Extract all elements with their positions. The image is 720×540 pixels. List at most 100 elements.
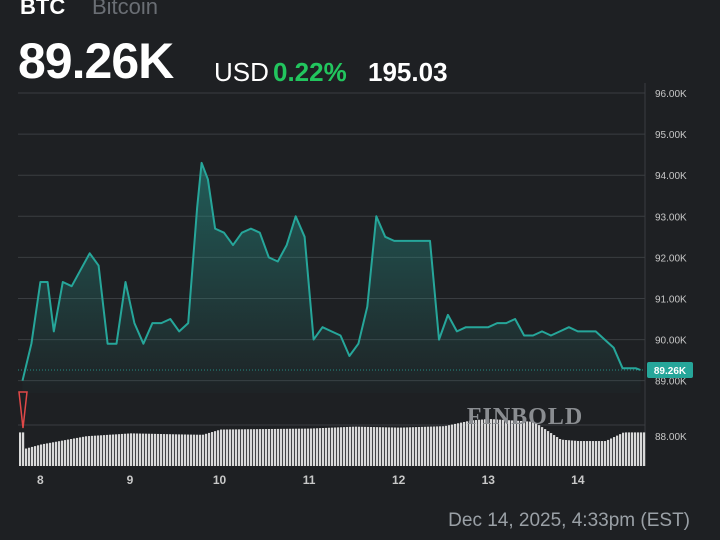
y-tick-label: 92.00K bbox=[655, 253, 687, 264]
volume-bar bbox=[22, 432, 25, 466]
volume-bar bbox=[154, 433, 157, 466]
volume-bar bbox=[88, 436, 91, 466]
volume-bar bbox=[631, 432, 634, 466]
volume-bar bbox=[445, 425, 448, 466]
volume-bar bbox=[421, 426, 424, 466]
volume-bar bbox=[559, 439, 562, 466]
x-tick-label: 9 bbox=[127, 473, 134, 487]
volume-bar bbox=[598, 441, 601, 466]
volume-bar bbox=[322, 428, 325, 466]
volume-bar bbox=[67, 439, 70, 466]
x-tick-label: 11 bbox=[303, 473, 316, 487]
volume-bar bbox=[490, 419, 493, 466]
volume-bar bbox=[220, 429, 223, 466]
volume-bar bbox=[52, 442, 55, 466]
volume-bar bbox=[595, 441, 598, 466]
volume-bar bbox=[337, 427, 340, 466]
volume-bar bbox=[592, 441, 595, 466]
volume-bar bbox=[64, 440, 67, 466]
x-tick-label: 10 bbox=[213, 473, 227, 487]
volume-bar bbox=[508, 420, 511, 466]
volume-bar bbox=[229, 429, 232, 466]
volume-bar bbox=[253, 429, 256, 466]
volume-bar bbox=[625, 432, 628, 466]
volume-bar bbox=[121, 433, 124, 466]
volume-bar bbox=[175, 434, 178, 466]
volume-bar bbox=[286, 428, 289, 466]
timestamp: Dec 14, 2025, 4:33pm (EST) bbox=[448, 510, 690, 531]
last-price-badge bbox=[647, 361, 693, 378]
volume-bar bbox=[31, 446, 34, 466]
volume-bar bbox=[442, 426, 445, 466]
volume-bar bbox=[550, 433, 553, 466]
volume-bar bbox=[463, 421, 466, 466]
volume-bar bbox=[151, 433, 154, 466]
y-tick-label: 91.00K bbox=[655, 294, 687, 305]
volume-bar bbox=[400, 427, 403, 466]
volume-bar bbox=[325, 427, 328, 466]
volume-bar bbox=[562, 439, 565, 466]
volume-bar bbox=[100, 435, 103, 466]
volume-bar bbox=[277, 428, 280, 466]
volume-bar bbox=[112, 434, 115, 466]
volume-bar bbox=[478, 419, 481, 466]
volume-bar bbox=[127, 433, 130, 466]
volume-bar bbox=[514, 420, 517, 466]
volume-bar bbox=[406, 427, 409, 466]
volume-bar bbox=[76, 437, 79, 466]
volume-bar bbox=[181, 434, 184, 466]
volume-bar bbox=[409, 427, 412, 466]
volume-bar bbox=[613, 437, 616, 466]
volume-bar bbox=[115, 434, 118, 466]
volume-bar bbox=[292, 428, 295, 466]
volume-bar bbox=[553, 435, 556, 466]
volume-bar bbox=[634, 432, 637, 466]
volume-bar bbox=[472, 420, 475, 466]
volume-bar bbox=[289, 428, 292, 466]
volume-bar bbox=[520, 421, 523, 466]
volume-bar bbox=[244, 429, 247, 466]
volume-bar bbox=[529, 421, 532, 466]
volume-bar bbox=[79, 437, 82, 466]
volume-bar bbox=[379, 427, 382, 466]
volume-bar bbox=[43, 443, 46, 466]
volume-bar bbox=[385, 427, 388, 466]
y-tick-label: 88.00K bbox=[655, 432, 687, 443]
volume-bar bbox=[526, 421, 529, 466]
volume-bar bbox=[118, 434, 121, 466]
volume-bar bbox=[541, 427, 544, 466]
volume-bar bbox=[262, 429, 265, 466]
volume-bar bbox=[214, 431, 217, 466]
volume-bar bbox=[643, 432, 646, 466]
volume-bar bbox=[544, 429, 547, 466]
volume-bar bbox=[142, 433, 145, 466]
volume-bar bbox=[547, 431, 550, 466]
volume-bar bbox=[346, 426, 349, 466]
volume-bar bbox=[271, 428, 274, 466]
volume-bar bbox=[568, 440, 571, 466]
volume-bar bbox=[637, 432, 640, 466]
volume-bar bbox=[457, 423, 460, 466]
volume-bar bbox=[583, 441, 586, 466]
volume-bar bbox=[439, 426, 442, 466]
volume-bar bbox=[205, 433, 208, 466]
volume-bar bbox=[499, 419, 502, 466]
volume-bar bbox=[502, 419, 505, 466]
volume-bar bbox=[517, 420, 520, 466]
volume-bar bbox=[307, 428, 310, 466]
volume-bar bbox=[157, 433, 160, 466]
volume-bar bbox=[94, 435, 97, 466]
volume-bar bbox=[184, 434, 187, 466]
volume-bar bbox=[436, 426, 439, 466]
y-tick-label: 90.00K bbox=[655, 336, 687, 347]
y-tick-label: 94.00K bbox=[655, 171, 687, 182]
volume-bar bbox=[73, 438, 76, 466]
volume-bar bbox=[640, 432, 643, 466]
volume-bar bbox=[310, 428, 313, 466]
volume-bar bbox=[61, 440, 64, 466]
volume-bar bbox=[109, 434, 112, 466]
price-area bbox=[22, 162, 641, 393]
volume-bar bbox=[496, 419, 499, 466]
y-tick-label: 95.00K bbox=[655, 130, 687, 141]
